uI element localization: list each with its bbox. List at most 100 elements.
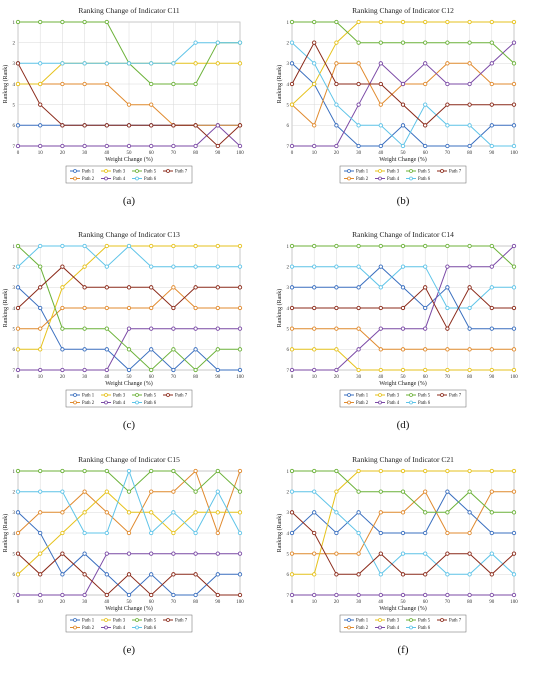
data-point [171, 551, 176, 556]
legend-entry: Path 3 [387, 170, 400, 175]
legend-entry: Path 7 [175, 394, 188, 399]
data-point [237, 347, 243, 352]
data-point [312, 123, 317, 128]
data-point [334, 489, 339, 494]
legend-marker [347, 393, 351, 397]
data-point [193, 489, 198, 494]
data-point [489, 551, 494, 556]
legend-entry: Path 6 [144, 177, 157, 182]
data-point [356, 592, 361, 598]
y-tick-label: 1 [287, 21, 290, 26]
data-point [489, 123, 494, 128]
data-point [356, 102, 361, 107]
data-point [312, 40, 317, 45]
data-point [467, 305, 472, 311]
legend-entry: Path 7 [175, 170, 188, 175]
legend-entry: Path 1 [82, 394, 95, 399]
y-tick-label: 2 [287, 265, 290, 270]
y-tick-label: 7 [287, 369, 290, 374]
data-point [511, 326, 517, 331]
data-point [445, 243, 450, 249]
legend-entry: Path 4 [113, 401, 126, 406]
data-point [378, 243, 383, 249]
x-tick-label: 40 [378, 151, 384, 156]
data-point [82, 243, 87, 249]
data-point [171, 123, 176, 128]
data-point [400, 326, 406, 331]
y-tick-label: 1 [13, 21, 16, 26]
data-point [82, 530, 87, 536]
data-point [334, 572, 339, 577]
data-point [38, 243, 43, 249]
data-point [378, 326, 383, 331]
data-point [400, 468, 406, 474]
data-point [378, 530, 383, 536]
data-point [289, 326, 295, 331]
data-point [215, 551, 220, 556]
legend-marker [440, 169, 444, 173]
data-point [215, 123, 220, 128]
legend-entry: Path 3 [387, 619, 400, 624]
data-point [193, 510, 198, 515]
data-point [193, 468, 198, 474]
data-point [237, 592, 243, 598]
legend-marker [135, 169, 139, 173]
data-point [171, 489, 176, 494]
data-point [104, 326, 109, 331]
legend-marker [104, 400, 108, 405]
data-point [60, 468, 65, 474]
data-point [60, 530, 65, 536]
data-point [104, 530, 109, 536]
x-tick-label: 50 [401, 151, 407, 156]
data-point [104, 489, 109, 494]
legend-box [339, 614, 467, 633]
data-point [149, 347, 154, 352]
data-point [334, 530, 339, 536]
y-tick-label: 7 [287, 145, 290, 150]
data-point [467, 530, 472, 536]
data-point [289, 102, 295, 107]
data-point [149, 468, 154, 474]
data-point [149, 572, 154, 577]
data-point [60, 243, 65, 249]
data-point [511, 102, 517, 107]
data-point [400, 551, 406, 556]
data-point [38, 326, 43, 331]
data-point [445, 468, 450, 474]
data-point [171, 468, 176, 474]
data-point [149, 143, 154, 149]
data-point [489, 592, 494, 598]
legend-marker [378, 400, 382, 405]
data-point [445, 40, 450, 45]
data-point [15, 123, 21, 128]
y-tick-label: 1 [13, 245, 16, 250]
y-tick-label: 1 [287, 245, 290, 250]
data-point [334, 468, 339, 474]
data-point [171, 264, 176, 269]
legend-box [65, 165, 193, 184]
x-tick-label: 50 [127, 375, 133, 380]
data-point [489, 489, 494, 494]
data-point [356, 468, 361, 474]
data-point [378, 592, 383, 598]
legend-marker [104, 618, 108, 622]
x-tick-label: 70 [445, 151, 451, 156]
data-point [104, 305, 109, 311]
data-point [289, 81, 295, 87]
data-point [289, 143, 295, 149]
x-tick-label: 30 [356, 600, 362, 605]
legend-entry: Path 3 [113, 394, 126, 399]
legend-entry: Path 1 [356, 394, 369, 399]
data-point [15, 489, 21, 494]
y-tick-label: 4 [287, 83, 290, 88]
y-tick-label: 3 [13, 511, 16, 516]
x-tick-label: 80 [467, 151, 473, 156]
data-point [334, 551, 339, 556]
data-point [312, 143, 317, 149]
data-point [423, 102, 428, 107]
legend-entry: Path 4 [387, 177, 400, 182]
chart-panel-3: Ranking Change of Indicator C13 0 10 20 30 40… [2, 230, 244, 431]
data-point [149, 285, 154, 290]
data-point [423, 264, 428, 269]
y-tick-label: 4 [287, 307, 290, 312]
